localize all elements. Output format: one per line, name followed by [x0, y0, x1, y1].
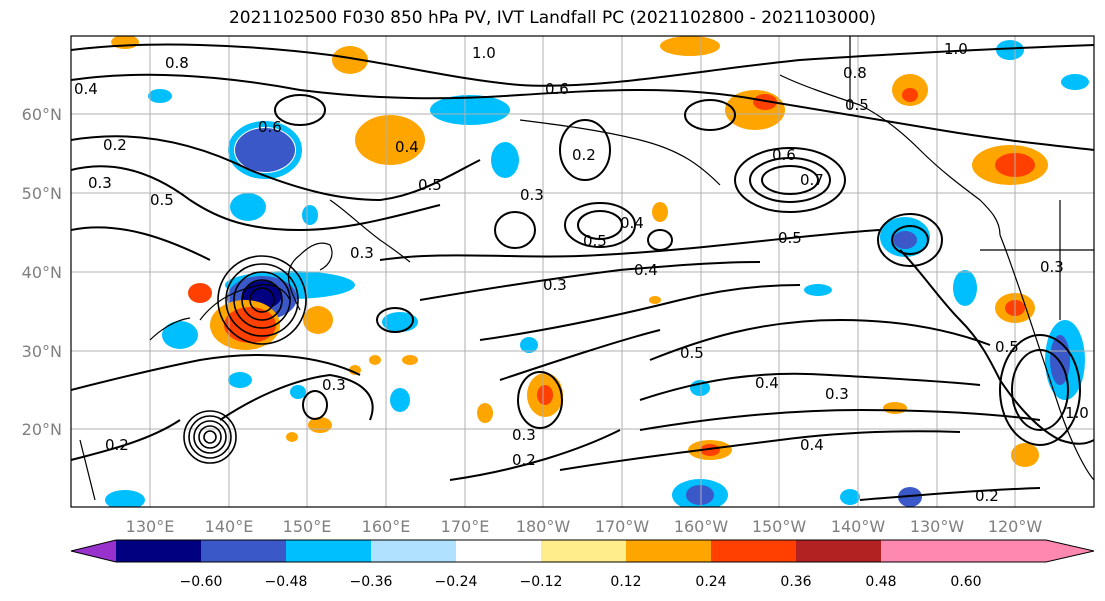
colorbar-segment [626, 540, 711, 562]
colorbar-tick-label: 0.48 [865, 574, 896, 590]
colorbar-tick-label: 0.60 [950, 574, 981, 590]
longitude-labels: 130°E 140°E 150°E 160°E 170°E 180°W 170°… [126, 517, 1043, 536]
colorbar-tick-label: 0.36 [780, 574, 811, 590]
colorbar-tick-label: −0.24 [435, 574, 478, 590]
lon-label: 160°W [674, 517, 729, 536]
coastlines [79, 36, 1094, 501]
contour-label: 0.3 [88, 174, 112, 192]
lon-label: 140°W [831, 517, 886, 536]
contour-label: 0.8 [843, 64, 867, 82]
colorbar-segment [541, 540, 626, 562]
contour-label: 0.6 [545, 80, 569, 98]
colorbar-max-extension [881, 540, 1094, 562]
contour-label: 0.6 [258, 118, 282, 136]
contour-label: 0.2 [572, 146, 596, 164]
map-title: 2021102500 F030 850 hPa PV, IVT Landfall… [228, 8, 876, 28]
colorbar-segment [456, 540, 541, 562]
colorbar-segment [201, 540, 286, 562]
colorbar-tick-label: −0.60 [180, 574, 223, 590]
contour-label: 0.5 [680, 344, 704, 362]
lon-label: 150°W [752, 517, 807, 536]
colorbar-outline [70, 539, 1095, 563]
contour-label: 0.4 [395, 138, 419, 156]
contour-label: 0.5 [418, 176, 442, 194]
contour-label: 0.3 [322, 376, 346, 394]
lon-label: 170°E [441, 517, 490, 536]
contour-label: 0.2 [105, 436, 129, 454]
contour-label: 0.7 [800, 171, 824, 189]
colorbar-segment [286, 540, 371, 562]
colorbar-segment [796, 540, 881, 562]
pv-contours [71, 43, 1094, 501]
contour-label: 0.8 [165, 54, 189, 72]
contour-label: 0.5 [845, 96, 869, 114]
contour-label: 1.0 [944, 40, 968, 58]
contour-label: 0.2 [103, 136, 127, 154]
colorbar: −0.60 −0.48 −0.36 −0.24 −0.12 0.12 0.24 … [70, 539, 1095, 590]
contour-label: 0.3 [825, 385, 849, 403]
colorbar-tick-label: −0.36 [350, 574, 393, 590]
lon-label: 160°E [362, 517, 411, 536]
contour-label: 0.3 [1040, 258, 1064, 276]
contour-labels: 0.8 1.0 0.6 0.4 0.2 0.3 0.5 0.6 0.5 0.4 … [74, 40, 1089, 505]
contour-label: 0.5 [583, 232, 607, 250]
lon-label: 120°W [988, 517, 1043, 536]
colorbar-segment [116, 540, 201, 562]
contour-label: 0.3 [350, 244, 374, 262]
contour-label: 0.3 [512, 426, 536, 444]
colorbar-segment [711, 540, 796, 562]
colorbar-min-extension [71, 540, 116, 562]
lon-label: 150°E [283, 517, 332, 536]
lat-label: 30°N [22, 342, 62, 361]
contour-label: 0.5 [778, 229, 802, 247]
colorbar-tick-label: 0.24 [695, 574, 726, 590]
colorbar-segment [371, 540, 456, 562]
contour-label: 0.6 [772, 146, 796, 164]
lon-label: 130°W [910, 517, 965, 536]
lon-label: 180°W [516, 517, 571, 536]
latitude-labels: 60°N 50°N 40°N 30°N 20°N [22, 105, 62, 439]
lat-label: 20°N [22, 420, 62, 439]
contour-label: 1.0 [472, 44, 496, 62]
lon-label: 170°W [595, 517, 650, 536]
lat-label: 60°N [22, 105, 62, 124]
contour-label: 0.4 [620, 214, 644, 232]
contour-label: 0.4 [800, 436, 824, 454]
lat-label: 50°N [22, 184, 62, 203]
lon-label: 130°E [126, 517, 175, 536]
map-frame [70, 35, 1095, 508]
colorbar-tick-label: −0.48 [265, 574, 308, 590]
contour-label: 0.4 [74, 80, 98, 98]
colorbar-tick-label: 0.12 [610, 574, 641, 590]
contour-label: 0.4 [755, 374, 779, 392]
contour-label: 0.3 [543, 276, 567, 294]
contour-label: 1.0 [1065, 404, 1089, 422]
contour-label: 0.5 [995, 338, 1019, 356]
cyclone-rings [183, 255, 307, 464]
contour-label: 0.2 [975, 487, 999, 505]
gridlines [71, 36, 1094, 507]
lat-label: 40°N [22, 263, 62, 282]
contour-label: 0.5 [150, 191, 174, 209]
lon-label: 140°E [205, 517, 254, 536]
contour-label: 0.4 [634, 261, 658, 279]
map-plot-area: 0.8 1.0 0.6 0.4 0.2 0.3 0.5 0.6 0.5 0.4 … [71, 36, 1094, 507]
contour-label: 0.3 [520, 186, 544, 204]
colorbar-tick-label: −0.12 [520, 574, 563, 590]
contour-label: 0.2 [512, 451, 536, 469]
